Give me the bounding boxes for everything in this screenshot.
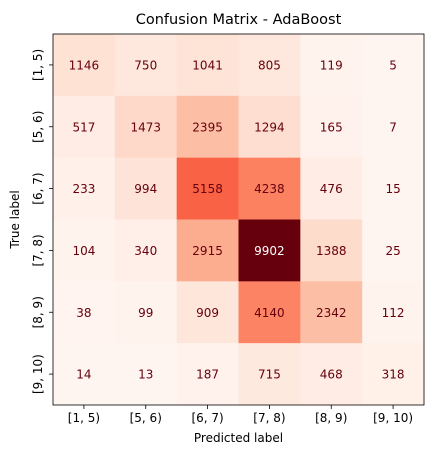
heatmap-cell: [362, 34, 425, 97]
heatmap-cell: [114, 34, 178, 97]
heatmap-cell: [238, 95, 301, 159]
heatmap-cell: [53, 95, 116, 159]
heatmap-cell: [362, 219, 425, 282]
heatmap-cell: [238, 281, 301, 344]
cell-value-label: 4238: [254, 182, 285, 196]
heatmap-cell: [238, 343, 301, 406]
heatmap-cell: [176, 281, 239, 344]
cell-value-label: 2395: [192, 120, 223, 134]
cell-value-label: 233: [72, 182, 95, 196]
cell-value-label: 805: [258, 58, 281, 72]
heatmap-cell: [53, 219, 116, 282]
cell-value-label: 15: [385, 182, 400, 196]
heatmap-cell: [238, 157, 301, 220]
cell-value-label: 750: [134, 58, 157, 72]
heatmap-cell: [53, 281, 116, 344]
cell-value-label: 1388: [316, 244, 347, 258]
cell-value-label: 25: [385, 244, 400, 258]
heatmap-cell: [176, 34, 239, 97]
x-axis-ticks: [1, 5) [5, 6) [6, 7) [7, 8) [8, 9) [9, 10): [68, 405, 413, 425]
heatmap-cell: [300, 95, 363, 159]
cell-value-label: 5: [389, 58, 397, 72]
heatmap-cell: [362, 95, 425, 159]
cell-value-label: 165: [320, 120, 343, 134]
y-tick-label: [5, 6): [31, 111, 45, 143]
plot-frame: [52, 33, 425, 406]
heatmap-cells: [53, 34, 425, 406]
heatmap-cell: [300, 281, 363, 344]
cell-value-label: 13: [138, 368, 153, 382]
cell-value-label: 517: [72, 120, 95, 134]
cell-value-label: 2342: [316, 306, 347, 320]
chart-title: Confusion Matrix - AdaBoost: [136, 12, 342, 28]
cell-value-label: 994: [134, 182, 157, 196]
cell-value-label: 909: [196, 306, 219, 320]
y-tick-label: [7, 8): [31, 234, 45, 266]
cell-value-label: 14: [76, 368, 91, 382]
heatmap-cell: [53, 34, 116, 97]
heatmap-cell: [114, 157, 178, 220]
cell-value-label: 112: [382, 306, 405, 320]
cell-value-label: 4140: [254, 306, 285, 320]
cell-value-label: 5158: [192, 182, 223, 196]
x-tick-label: [1, 5): [68, 411, 100, 425]
heatmap-cell: [176, 219, 239, 282]
heatmap-cell: [176, 343, 239, 406]
cell-value-label: 1146: [69, 58, 100, 72]
y-tick-label: [9, 10): [31, 354, 45, 394]
cell-value-label: 476: [320, 182, 343, 196]
heatmap-cell: [300, 219, 363, 282]
cell-value-label: 104: [72, 244, 95, 258]
x-tick-label: [9, 10): [373, 411, 413, 425]
cell-value-label: 1473: [130, 120, 161, 134]
heatmap-cell: [114, 219, 178, 282]
x-axis-label: Predicted label: [194, 431, 283, 445]
cell-value-label: 1294: [254, 120, 285, 134]
heatmap-cell: [300, 157, 363, 220]
y-tick-label: [8, 9): [31, 296, 45, 328]
cell-value-label: 2915: [192, 244, 223, 258]
heatmap-cell: [362, 157, 425, 220]
cell-annotations: 1146 750 1041 805 119 5 517 1473 2395 1294 165 7 233…: [69, 58, 405, 381]
x-tick-label: [6, 7): [191, 411, 223, 425]
y-tick-label: [6, 7): [31, 172, 45, 204]
heatmap-cell: [176, 95, 239, 159]
cell-value-label: 715: [258, 368, 281, 382]
y-axis-label: True label: [8, 190, 22, 249]
cell-value-label: 119: [320, 58, 343, 72]
heatmap-cell: [300, 343, 363, 406]
x-tick-label: [5, 6): [130, 411, 162, 425]
cell-value-label: 99: [138, 306, 153, 320]
heatmap-cell: [176, 157, 239, 220]
heatmap-cell: [238, 34, 301, 97]
heatmap-cell: [53, 343, 116, 406]
heatmap-cell: [53, 157, 116, 220]
y-tick-label: [1, 5): [31, 49, 45, 81]
heatmap-cell: [114, 95, 178, 159]
heatmap-cell: [114, 281, 178, 344]
cell-value-label: 468: [320, 368, 343, 382]
cell-value-label: 340: [134, 244, 157, 258]
heatmap-cell: [300, 34, 363, 97]
heatmap-cell: [362, 343, 425, 406]
x-tick-label: [7, 8): [253, 411, 285, 425]
heatmap-cell: [114, 343, 178, 406]
heatmap-cell: [362, 281, 425, 344]
cell-value-label: 9902: [254, 244, 285, 258]
cell-value-label: 187: [196, 368, 219, 382]
cell-value-label: 1041: [192, 58, 223, 72]
cell-value-label: 318: [382, 368, 405, 382]
cell-value-label: 7: [389, 120, 397, 134]
heatmap-cell: [238, 219, 301, 282]
x-tick-label: [8, 9): [315, 411, 347, 425]
cell-value-label: 38: [76, 306, 91, 320]
y-axis-ticks: [1, 5) [5, 6) [6, 7) [7, 8) [8, 9) [9, 10): [31, 49, 53, 394]
